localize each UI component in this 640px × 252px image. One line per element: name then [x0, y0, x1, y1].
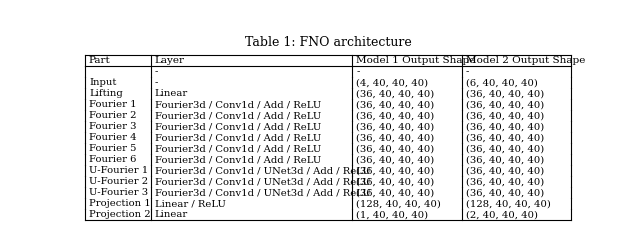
- Text: Fourier3d / Conv1d / Add / ReLU: Fourier3d / Conv1d / Add / ReLU: [154, 144, 321, 153]
- Text: (36, 40, 40, 40): (36, 40, 40, 40): [466, 89, 544, 99]
- Text: (36, 40, 40, 40): (36, 40, 40, 40): [466, 155, 544, 164]
- Text: (36, 40, 40, 40): (36, 40, 40, 40): [466, 133, 544, 142]
- Text: (6, 40, 40, 40): (6, 40, 40, 40): [466, 78, 538, 87]
- Text: U-Fourier 2: U-Fourier 2: [89, 177, 148, 186]
- Text: Layer: Layer: [154, 56, 184, 66]
- Text: -: -: [154, 68, 158, 76]
- Text: -: -: [356, 68, 360, 76]
- Text: Part: Part: [89, 56, 111, 66]
- Text: (36, 40, 40, 40): (36, 40, 40, 40): [356, 122, 435, 132]
- Text: (36, 40, 40, 40): (36, 40, 40, 40): [356, 89, 435, 99]
- Text: (128, 40, 40, 40): (128, 40, 40, 40): [356, 199, 441, 208]
- Text: Input: Input: [89, 78, 116, 87]
- Text: (36, 40, 40, 40): (36, 40, 40, 40): [356, 133, 435, 142]
- Text: Fourier3d / Conv1d / Add / ReLU: Fourier3d / Conv1d / Add / ReLU: [154, 133, 321, 142]
- Text: (36, 40, 40, 40): (36, 40, 40, 40): [356, 111, 435, 120]
- Text: Linear: Linear: [154, 210, 188, 219]
- Text: (36, 40, 40, 40): (36, 40, 40, 40): [466, 166, 544, 175]
- Text: (36, 40, 40, 40): (36, 40, 40, 40): [466, 144, 544, 153]
- Text: (128, 40, 40, 40): (128, 40, 40, 40): [466, 199, 550, 208]
- Text: Fourier 1: Fourier 1: [89, 101, 136, 109]
- Text: (36, 40, 40, 40): (36, 40, 40, 40): [356, 101, 435, 109]
- Text: (36, 40, 40, 40): (36, 40, 40, 40): [356, 177, 435, 186]
- Text: (36, 40, 40, 40): (36, 40, 40, 40): [466, 188, 544, 197]
- Text: Model 2 Output Shape: Model 2 Output Shape: [466, 56, 585, 66]
- Text: (2, 40, 40, 40): (2, 40, 40, 40): [466, 210, 538, 219]
- Text: Lifting: Lifting: [89, 89, 123, 99]
- Text: Fourier 6: Fourier 6: [89, 155, 136, 164]
- Text: (36, 40, 40, 40): (36, 40, 40, 40): [466, 101, 544, 109]
- Text: Table 1: FNO architecture: Table 1: FNO architecture: [244, 36, 412, 49]
- Text: Model 1 Output Shape: Model 1 Output Shape: [356, 56, 476, 66]
- Text: (36, 40, 40, 40): (36, 40, 40, 40): [356, 144, 435, 153]
- Text: (36, 40, 40, 40): (36, 40, 40, 40): [466, 177, 544, 186]
- Text: (36, 40, 40, 40): (36, 40, 40, 40): [466, 122, 544, 132]
- Text: Fourier3d / Conv1d / UNet3d / Add / ReLU: Fourier3d / Conv1d / UNet3d / Add / ReLU: [154, 166, 371, 175]
- Text: Projection 2: Projection 2: [89, 210, 150, 219]
- Text: Fourier3d / Conv1d / Add / ReLU: Fourier3d / Conv1d / Add / ReLU: [154, 122, 321, 132]
- Text: (36, 40, 40, 40): (36, 40, 40, 40): [356, 166, 435, 175]
- Text: (36, 40, 40, 40): (36, 40, 40, 40): [356, 188, 435, 197]
- Text: Linear: Linear: [154, 89, 188, 99]
- Text: Fourier3d / Conv1d / UNet3d / Add / ReLU: Fourier3d / Conv1d / UNet3d / Add / ReLU: [154, 177, 371, 186]
- Text: (36, 40, 40, 40): (36, 40, 40, 40): [466, 111, 544, 120]
- Text: Fourier3d / Conv1d / UNet3d / Add / ReLU: Fourier3d / Conv1d / UNet3d / Add / ReLU: [154, 188, 371, 197]
- Text: Fourier3d / Conv1d / Add / ReLU: Fourier3d / Conv1d / Add / ReLU: [154, 155, 321, 164]
- Text: -: -: [466, 68, 469, 76]
- Text: U-Fourier 1: U-Fourier 1: [89, 166, 148, 175]
- Text: Fourier3d / Conv1d / Add / ReLU: Fourier3d / Conv1d / Add / ReLU: [154, 101, 321, 109]
- Text: Fourier 4: Fourier 4: [89, 133, 136, 142]
- Text: Projection 1: Projection 1: [89, 199, 150, 208]
- Text: (1, 40, 40, 40): (1, 40, 40, 40): [356, 210, 428, 219]
- Text: Fourier 3: Fourier 3: [89, 122, 136, 132]
- Text: (4, 40, 40, 40): (4, 40, 40, 40): [356, 78, 428, 87]
- Text: Fourier 2: Fourier 2: [89, 111, 136, 120]
- Text: U-Fourier 3: U-Fourier 3: [89, 188, 148, 197]
- Text: Fourier3d / Conv1d / Add / ReLU: Fourier3d / Conv1d / Add / ReLU: [154, 111, 321, 120]
- Text: -: -: [154, 78, 158, 87]
- Text: (36, 40, 40, 40): (36, 40, 40, 40): [356, 155, 435, 164]
- Text: Linear / ReLU: Linear / ReLU: [154, 199, 225, 208]
- Text: Fourier 5: Fourier 5: [89, 144, 136, 153]
